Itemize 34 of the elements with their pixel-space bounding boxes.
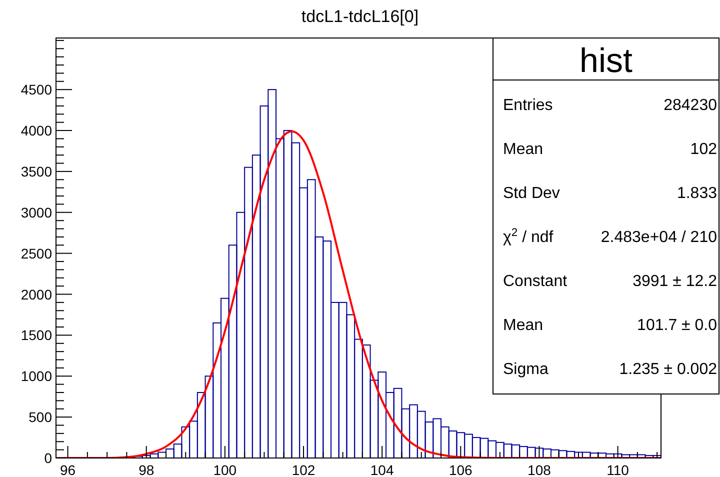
x-tick-label: 104 <box>370 462 394 477</box>
y-tick-label: 3500 <box>20 163 52 180</box>
y-tick-label: 500 <box>28 409 52 426</box>
y-tick-label: 3000 <box>20 204 52 220</box>
y-tick-label: 1500 <box>20 327 52 344</box>
annotation: Mean <box>503 141 544 158</box>
x-tick-label: 110 <box>606 462 630 477</box>
annotation: χ$^{2}$ / ndf <box>503 227 554 246</box>
annotation: Sigma <box>503 361 548 378</box>
x-tick-label: 106 <box>448 462 473 477</box>
text: 1.833 <box>676 185 718 202</box>
x-tick-label: 96 <box>60 462 76 477</box>
chart-title: tdcL1-tdcL16[0] <box>301 7 419 26</box>
y-tick-label: 2000 <box>20 286 52 302</box>
annotation: Mean <box>503 317 544 334</box>
annotation: Std Dev <box>503 185 560 202</box>
y-tick-label: 0 <box>44 450 52 466</box>
text: 284230 <box>664 97 718 114</box>
annotation: Constant <box>503 273 568 290</box>
y-tick-label: 2500 <box>20 245 52 262</box>
x-tick-label: 108 <box>528 462 552 477</box>
y-tick-label: 4000 <box>20 122 52 139</box>
annotation: hist <box>580 42 633 80</box>
text: 102 <box>690 141 718 158</box>
x-tick-label: 100 <box>213 462 237 477</box>
annotation: 1.235 ± 0.002 <box>619 361 718 378</box>
y-tick-label: 4500 <box>20 82 52 98</box>
x-tick-label: 98 <box>138 462 154 477</box>
annotation: 3991 ± 12.2 <box>632 273 718 290</box>
y-tick-label: 1000 <box>20 368 52 384</box>
annotation: 101.7 ± 0.0 <box>637 317 718 334</box>
annotation: 2.483e+04 / 210 <box>600 229 718 246</box>
annotation: Entries <box>503 97 553 114</box>
x-tick-label: 102 <box>292 462 316 477</box>
